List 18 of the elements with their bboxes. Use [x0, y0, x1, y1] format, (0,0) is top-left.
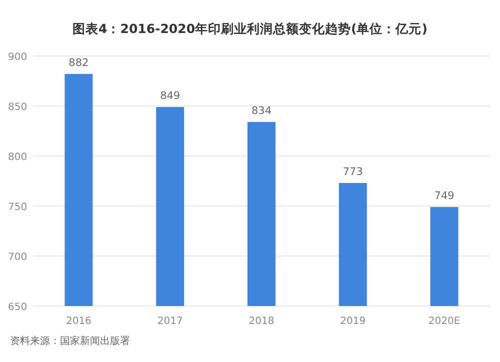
data-label: 749	[434, 190, 454, 202]
x-tick-label: 2017	[157, 316, 183, 327]
chart-title: 图表4：2016-2020年印刷业利润总额变化趋势(单位：亿元)	[72, 21, 428, 36]
x-tick-label: 2018	[248, 316, 274, 327]
y-tick-label: 850	[8, 102, 28, 113]
y-tick-label: 750	[8, 202, 28, 213]
y-tick-label: 650	[8, 302, 28, 313]
data-label: 834	[251, 105, 272, 117]
y-tick-label: 800	[8, 152, 28, 163]
x-tick-label: 2020E	[428, 316, 460, 327]
y-tick-label: 900	[8, 52, 28, 63]
data-label: 849	[160, 90, 180, 102]
data-label: 882	[68, 57, 89, 69]
text: 资料来源：国家新闻出版署	[10, 335, 130, 347]
y-tick-label: 700	[8, 252, 28, 263]
x-tick-label: 2019	[340, 316, 366, 327]
x-tick-label: 2016	[66, 316, 92, 327]
data-label: 773	[342, 166, 363, 178]
